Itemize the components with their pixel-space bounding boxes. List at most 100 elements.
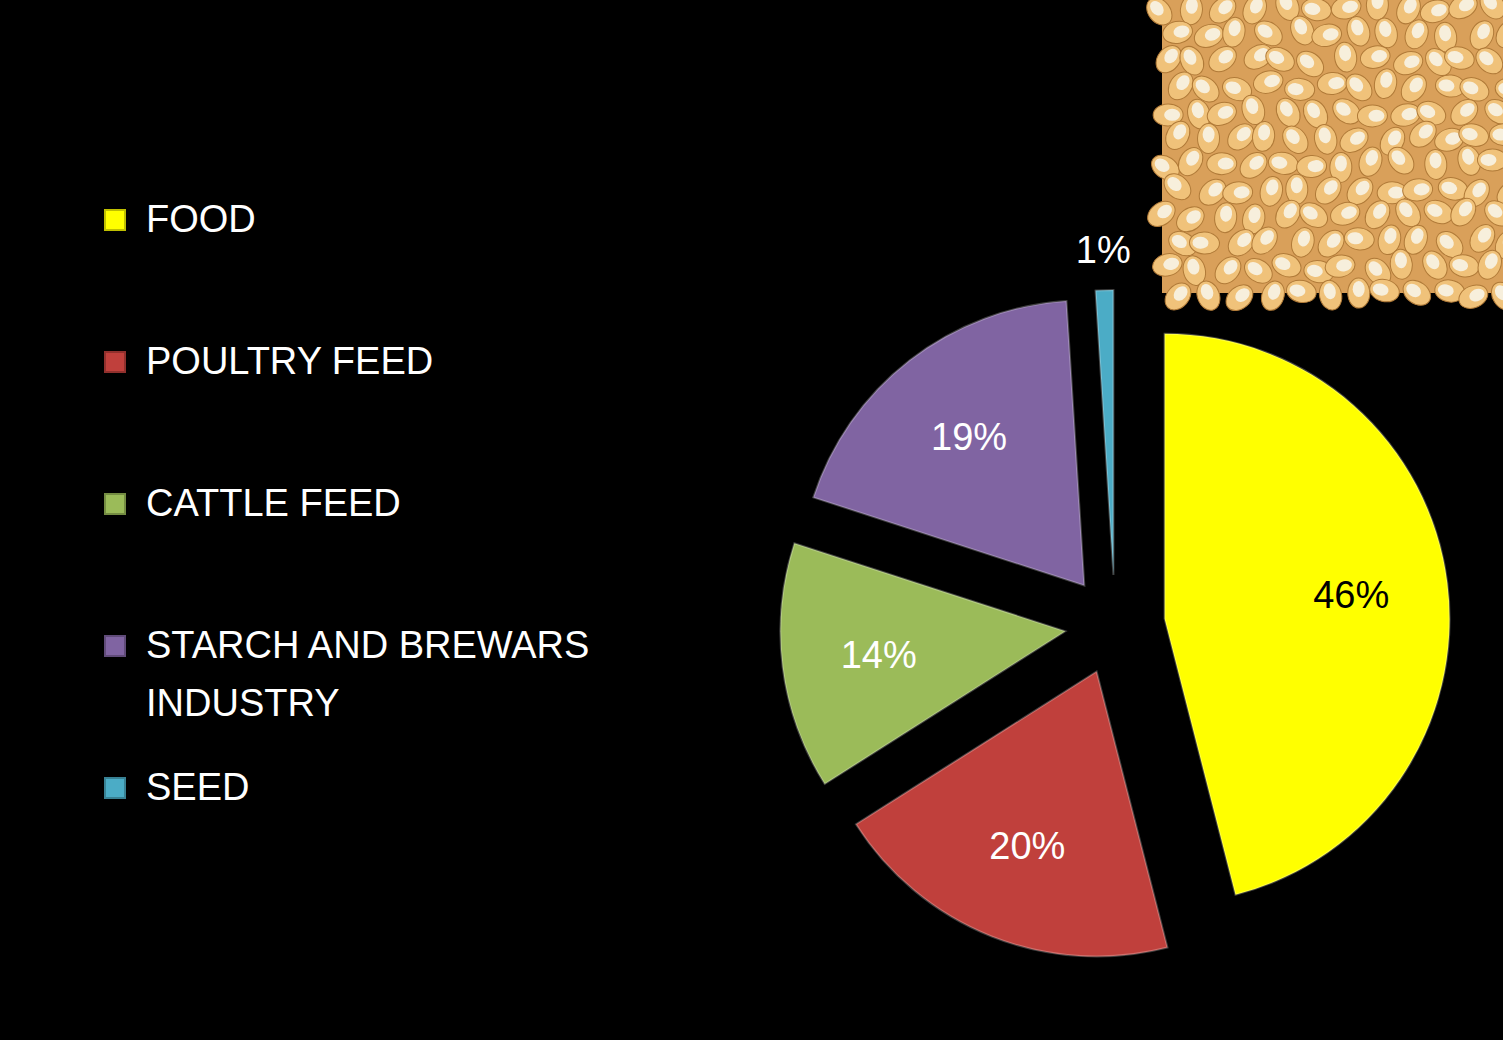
- kernel: [1456, 121, 1491, 150]
- kernel-tip: [1400, 106, 1419, 122]
- data-label: 46%: [1313, 574, 1389, 616]
- kernel-tip: [1440, 180, 1458, 196]
- kernel-tip: [1402, 53, 1421, 70]
- legend-item: SEED: [104, 758, 624, 816]
- kernel-tip: [1483, 251, 1500, 270]
- kernel: [1193, 278, 1224, 314]
- kernel: [1210, 252, 1246, 289]
- kernel-tip: [1480, 154, 1496, 166]
- kernel: [1266, 150, 1300, 177]
- kernel-body: [1247, 222, 1283, 259]
- kernel-body: [1372, 16, 1400, 50]
- kernel-body: [1389, 248, 1414, 280]
- kernel-body: [1257, 174, 1285, 208]
- kernel-tip: [1257, 228, 1276, 248]
- kernel-tip: [1152, 156, 1172, 175]
- kernel-body: [1358, 43, 1392, 72]
- kernel-tip: [1423, 252, 1442, 272]
- kernel-tip: [1165, 174, 1185, 194]
- kernel: [1286, 12, 1318, 48]
- kernel-tip: [1475, 22, 1493, 42]
- kernel-tip: [1277, 99, 1295, 119]
- kernel-tip: [1183, 148, 1202, 168]
- kernel: [1150, 250, 1185, 279]
- kernel-tip: [1263, 73, 1282, 89]
- kernel: [1316, 71, 1348, 96]
- kernel: [1442, 44, 1476, 72]
- kernel-tip: [1385, 128, 1404, 148]
- kernel: [1390, 48, 1426, 79]
- kernel-body: [1189, 231, 1220, 254]
- kernel-body: [1220, 15, 1247, 49]
- kernel-body: [1456, 121, 1491, 150]
- kernel-tip: [1379, 71, 1394, 89]
- kernel-tip: [1192, 236, 1209, 249]
- kernel-tip: [1155, 202, 1175, 221]
- kernel-body: [1197, 123, 1220, 153]
- kernel-body: [1312, 122, 1340, 156]
- legend-item: FOOD: [104, 190, 624, 248]
- kernel-tip: [1407, 75, 1426, 95]
- kernel-tip: [1171, 283, 1191, 303]
- kernel-body: [1355, 144, 1385, 179]
- kernel-tip: [1291, 177, 1303, 193]
- legend-swatch: [104, 209, 126, 231]
- kernel-body: [1150, 250, 1185, 279]
- kernel-body: [1372, 67, 1400, 101]
- kernel-tip: [1370, 48, 1388, 64]
- kernel-tip: [1300, 204, 1320, 223]
- kernel-tip: [1234, 124, 1254, 144]
- kernel-tip: [1216, 104, 1235, 121]
- kernel-body: [1398, 275, 1435, 310]
- kernel-body: [1442, 44, 1476, 72]
- kernel-tip: [1221, 257, 1241, 277]
- kernel-tip: [1267, 48, 1287, 66]
- kernel-body: [1210, 252, 1246, 289]
- kernel: [1312, 122, 1340, 156]
- kernel-tip: [1292, 17, 1310, 37]
- kernel-tip: [1437, 283, 1455, 297]
- kernel: [1466, 17, 1498, 53]
- kernel-tip: [1169, 232, 1189, 251]
- kernel-tip: [1429, 152, 1442, 169]
- kernel-tip: [1416, 122, 1436, 142]
- kernel-tip: [1364, 148, 1380, 167]
- kernel-tip: [1409, 226, 1426, 245]
- kernel-tip: [1346, 75, 1366, 95]
- kernel-body: [1390, 48, 1426, 79]
- kernel-tip: [1457, 100, 1477, 120]
- kernel-body: [1477, 149, 1503, 172]
- kernel: [1251, 120, 1277, 153]
- kernel-tip: [1304, 100, 1322, 120]
- kernel-tip: [1349, 18, 1365, 37]
- kernel-tip: [1162, 46, 1181, 66]
- kernel-tip: [1335, 155, 1347, 171]
- kernel-tip: [1498, 82, 1503, 96]
- kernel-tip: [1184, 207, 1204, 226]
- kernel-tip: [1193, 77, 1213, 97]
- kernel-tip: [1287, 83, 1304, 96]
- kernel-tip: [1147, 0, 1166, 18]
- kernel-tip: [1485, 100, 1503, 119]
- kernel: [1447, 252, 1480, 279]
- kernel-tip: [1322, 282, 1337, 300]
- kernel-body: [1491, 15, 1503, 52]
- legend-item: POULTRY FEED: [104, 332, 624, 390]
- kernel: [1197, 123, 1220, 153]
- kernel: [1446, 194, 1481, 231]
- kernel-tip: [1388, 186, 1404, 199]
- kernel: [1221, 180, 1253, 205]
- data-labels: 46%20%14%19%1%: [841, 229, 1390, 867]
- kernel: [1366, 0, 1389, 20]
- kernel-body: [1323, 253, 1357, 280]
- kernel-tip: [1244, 97, 1260, 116]
- kernel-tip: [1232, 285, 1252, 305]
- kernel-body: [1471, 43, 1503, 79]
- kernel-tip: [1245, 259, 1265, 278]
- kernel: [1161, 19, 1195, 46]
- kernel-body: [1268, 249, 1304, 281]
- kernel: [1418, 247, 1453, 284]
- kernel-body: [1357, 105, 1387, 128]
- kernel: [1221, 280, 1258, 316]
- kernel-body: [1367, 276, 1401, 305]
